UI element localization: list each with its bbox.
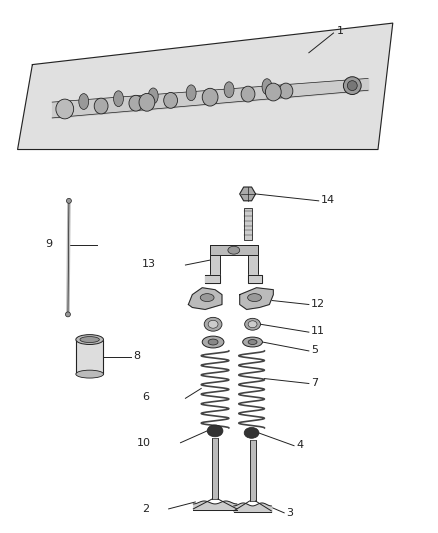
- Text: 13: 13: [142, 259, 156, 269]
- Ellipse shape: [79, 94, 88, 109]
- Ellipse shape: [80, 337, 99, 343]
- Ellipse shape: [208, 320, 218, 328]
- Text: 8: 8: [133, 351, 140, 361]
- Text: 10: 10: [137, 438, 151, 448]
- Text: 7: 7: [311, 377, 318, 387]
- Ellipse shape: [244, 427, 259, 438]
- Polygon shape: [205, 275, 220, 283]
- Text: 11: 11: [311, 326, 325, 336]
- Ellipse shape: [56, 99, 74, 119]
- Ellipse shape: [186, 85, 196, 101]
- Bar: [250, 440, 255, 501]
- Ellipse shape: [204, 317, 222, 331]
- Ellipse shape: [262, 79, 272, 94]
- Polygon shape: [188, 288, 222, 310]
- Ellipse shape: [76, 335, 103, 344]
- Circle shape: [343, 77, 361, 94]
- Text: 12: 12: [311, 298, 325, 309]
- Text: 9: 9: [45, 239, 52, 249]
- Ellipse shape: [129, 95, 143, 111]
- Text: 14: 14: [321, 195, 335, 205]
- Ellipse shape: [224, 82, 234, 98]
- Bar: [76, 340, 103, 374]
- Polygon shape: [18, 23, 393, 149]
- Ellipse shape: [247, 294, 261, 302]
- Ellipse shape: [200, 294, 214, 302]
- Bar: [210, 245, 220, 275]
- Ellipse shape: [248, 321, 257, 328]
- Polygon shape: [240, 187, 255, 201]
- Ellipse shape: [202, 88, 218, 106]
- Text: 1: 1: [336, 26, 343, 36]
- Ellipse shape: [94, 98, 108, 114]
- Bar: [244, 208, 251, 240]
- Polygon shape: [247, 275, 262, 283]
- Ellipse shape: [228, 246, 240, 254]
- Ellipse shape: [76, 370, 103, 378]
- Text: 2: 2: [142, 504, 149, 514]
- Ellipse shape: [148, 88, 158, 104]
- Circle shape: [347, 80, 357, 91]
- Ellipse shape: [164, 93, 177, 108]
- Text: 6: 6: [142, 392, 149, 402]
- Ellipse shape: [207, 425, 223, 437]
- Ellipse shape: [202, 336, 224, 348]
- Ellipse shape: [265, 83, 281, 101]
- Polygon shape: [240, 288, 273, 310]
- Ellipse shape: [208, 339, 218, 345]
- Ellipse shape: [248, 340, 257, 344]
- Bar: [247, 245, 258, 275]
- Text: 3: 3: [286, 508, 293, 518]
- Bar: [212, 438, 218, 499]
- Text: 4: 4: [296, 440, 303, 450]
- Ellipse shape: [113, 91, 124, 107]
- Ellipse shape: [279, 83, 293, 99]
- Circle shape: [65, 312, 71, 317]
- Bar: [210, 245, 258, 255]
- Circle shape: [67, 198, 71, 203]
- Ellipse shape: [139, 93, 155, 111]
- Ellipse shape: [245, 318, 261, 330]
- Text: 5: 5: [311, 345, 318, 355]
- Ellipse shape: [243, 337, 262, 347]
- Ellipse shape: [241, 86, 255, 102]
- Ellipse shape: [203, 89, 217, 105]
